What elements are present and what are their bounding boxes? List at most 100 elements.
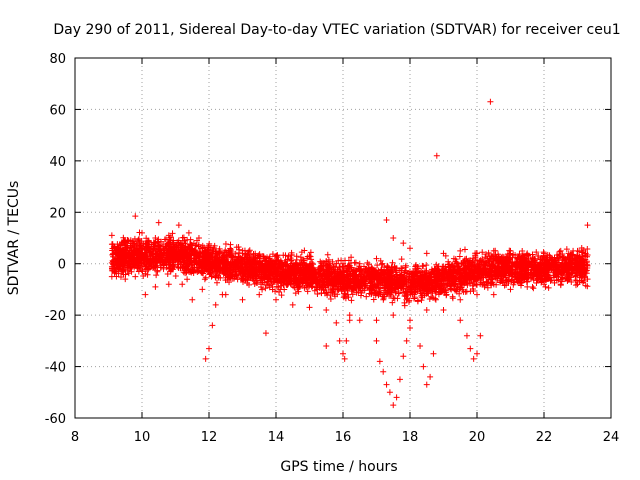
data-point: [357, 283, 364, 290]
data-point: [183, 246, 190, 253]
data-point: [154, 267, 161, 274]
data-point: [411, 294, 418, 301]
data-point: [380, 295, 387, 302]
data-point: [434, 275, 441, 282]
data-point: [109, 241, 116, 248]
data-point: [244, 266, 251, 273]
data-point: [541, 260, 548, 267]
data-point: [187, 236, 194, 243]
data-point: [557, 247, 564, 254]
data-point: [365, 270, 372, 277]
data-point: [219, 253, 226, 260]
data-point: [264, 254, 271, 261]
data-point: [228, 271, 235, 278]
data-point: [345, 257, 352, 264]
data-point: [545, 266, 552, 273]
data-point: [288, 252, 295, 259]
data-point: [302, 277, 309, 284]
data-point: [363, 293, 370, 300]
data-point: [117, 273, 124, 280]
data-point: [400, 285, 407, 292]
data-point: [543, 274, 550, 281]
data-point: [130, 260, 137, 267]
data-point: [578, 249, 585, 256]
data-point: [186, 243, 193, 250]
data-point: [245, 258, 252, 265]
data-point: [474, 260, 481, 267]
data-point: [222, 257, 229, 264]
data-point: [346, 312, 353, 319]
data-point: [584, 283, 591, 290]
data-point: [519, 262, 526, 269]
data-point: [369, 265, 376, 272]
data-point: [171, 244, 178, 251]
data-point: [575, 264, 582, 271]
data-point: [409, 269, 416, 276]
data-point: [150, 256, 157, 263]
data-point: [224, 274, 231, 281]
data-point: [487, 98, 494, 105]
data-point: [189, 296, 196, 303]
data-point: [292, 290, 299, 297]
data-point: [325, 276, 332, 283]
data-point: [307, 282, 314, 289]
data-point: [406, 273, 413, 280]
data-point: [272, 266, 279, 273]
data-point: [276, 288, 283, 295]
data-point: [568, 270, 575, 277]
data-point: [190, 255, 197, 262]
data-point: [188, 247, 195, 254]
data-point: [390, 312, 397, 319]
data-point: [199, 286, 206, 293]
data-point: [551, 274, 558, 281]
data-point: [136, 243, 143, 250]
data-point: [157, 254, 164, 261]
data-point: [341, 355, 348, 362]
data-point: [150, 250, 157, 257]
data-point: [131, 264, 138, 271]
data-point: [276, 271, 283, 278]
data-point: [239, 296, 246, 303]
data-point: [407, 285, 414, 292]
data-point: [537, 256, 544, 263]
data-point: [433, 261, 440, 268]
data-point: [546, 265, 553, 272]
data-point: [402, 276, 409, 283]
y-tick-label: 40: [49, 155, 66, 170]
data-point: [273, 253, 280, 260]
data-point: [340, 269, 347, 276]
data-point: [129, 240, 136, 247]
data-point: [326, 265, 333, 272]
data-point: [262, 285, 269, 292]
data-point: [399, 289, 406, 296]
data-point: [433, 152, 440, 159]
data-point: [584, 222, 591, 229]
data-point: [541, 254, 548, 261]
data-point: [467, 257, 474, 264]
data-point: [563, 274, 570, 281]
data-point: [246, 281, 253, 288]
data-point: [423, 262, 430, 269]
chart-title: Day 290 of 2011, Sidereal Day-to-day VTE…: [53, 22, 620, 38]
data-point: [260, 252, 267, 259]
data-point: [517, 254, 524, 261]
data-point: [343, 337, 350, 344]
data-point: [323, 271, 330, 278]
data-point: [209, 322, 216, 329]
data-point: [227, 252, 234, 259]
data-point: [258, 271, 265, 278]
data-point: [273, 296, 279, 303]
data-point: [238, 268, 245, 275]
data-point: [348, 254, 355, 261]
data-point: [434, 265, 441, 272]
data-point: [544, 256, 551, 263]
data-point: [488, 261, 495, 268]
data-point: [301, 247, 308, 254]
data-point: [231, 275, 238, 282]
data-point: [261, 279, 268, 286]
data-point: [308, 274, 315, 281]
data-point: [488, 279, 495, 286]
data-point: [525, 264, 532, 271]
data-point: [178, 253, 185, 260]
